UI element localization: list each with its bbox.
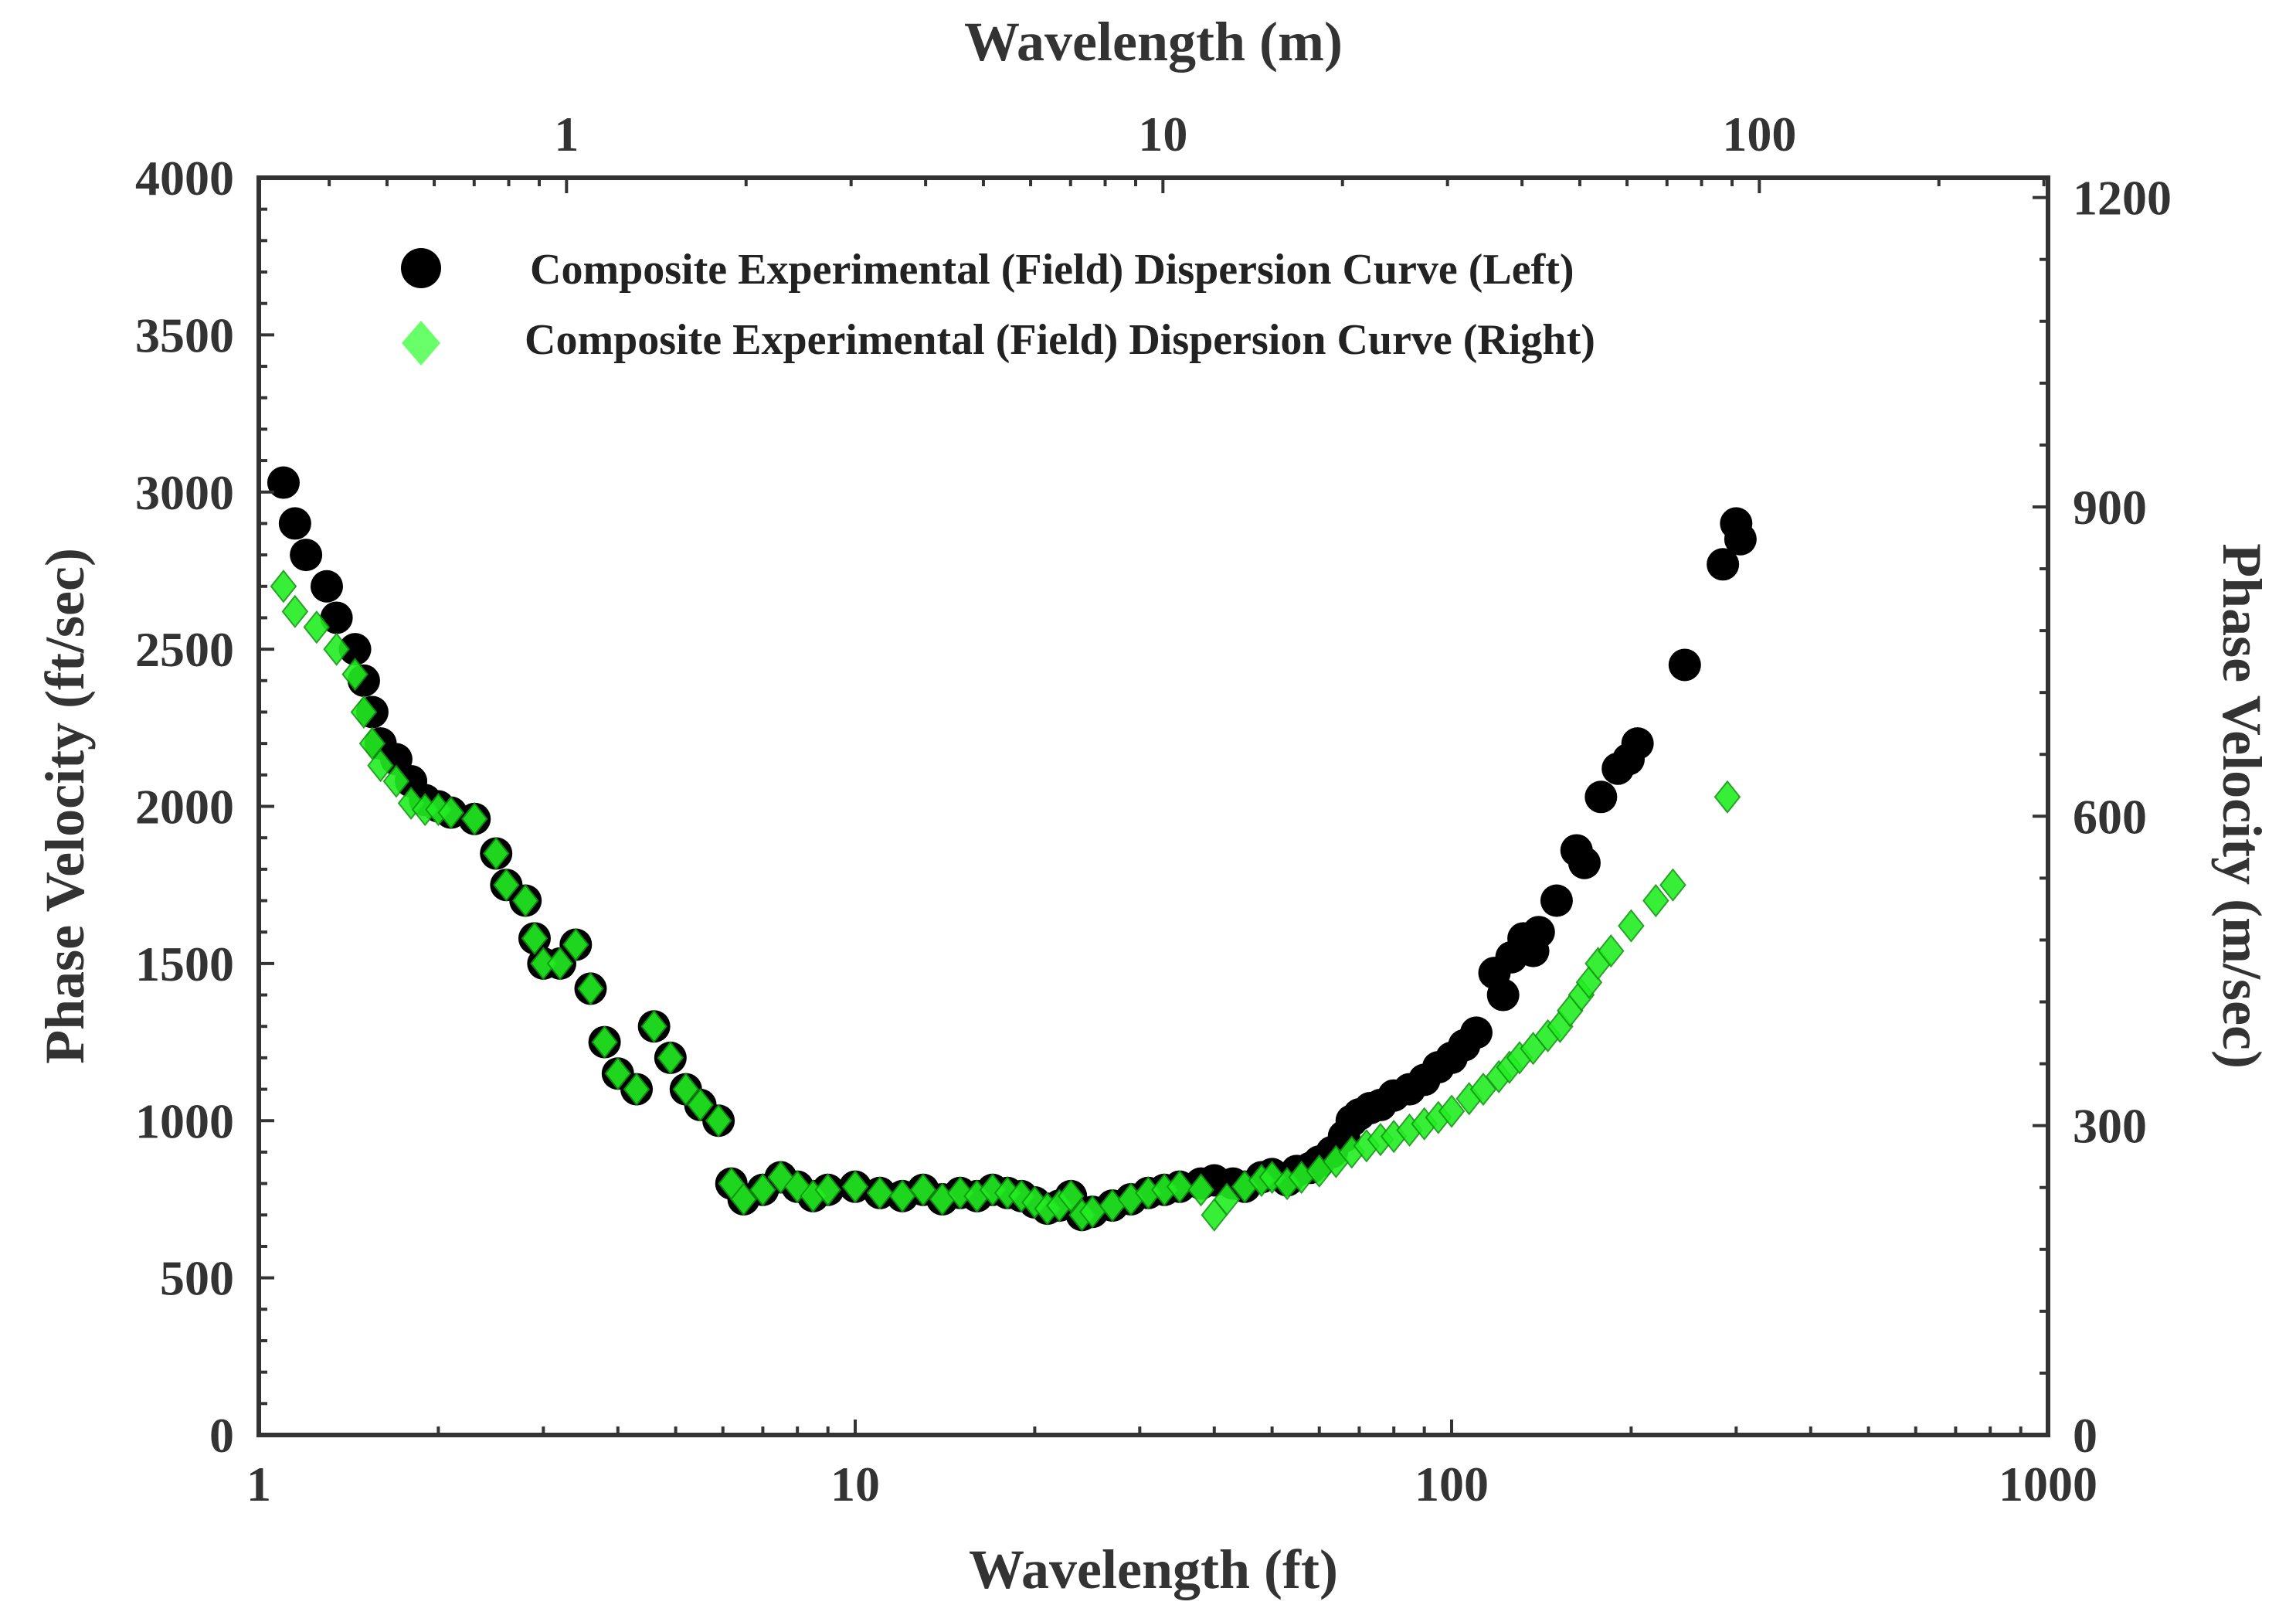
- y-tick-label-left: 4000: [135, 151, 234, 206]
- data-point-right: [1187, 1173, 1214, 1207]
- data-point-left: [1707, 548, 1740, 581]
- data-point-left: [1584, 780, 1618, 814]
- y-tick-label-left: 2500: [135, 622, 234, 677]
- data-point-right: [866, 1176, 894, 1210]
- data-point-right: [946, 1176, 974, 1210]
- data-point-right: [1166, 1170, 1194, 1204]
- data-point-left: [1540, 884, 1573, 917]
- x-tick-label-bottom: 1: [246, 1457, 271, 1511]
- data-point-left: [310, 570, 343, 603]
- data-point-left: [338, 633, 372, 666]
- data-point-right: [1642, 883, 1669, 918]
- legend-marker-left: [401, 248, 441, 288]
- data-point-right: [672, 1072, 700, 1107]
- data-point-right: [687, 1088, 714, 1122]
- data-point-right: [511, 883, 539, 918]
- data-point-left: [1724, 522, 1757, 556]
- data-point-right: [640, 1009, 667, 1043]
- data-point-left: [1668, 648, 1701, 682]
- x-axis-title-bottom: Wavelength (ft): [969, 1539, 1338, 1600]
- data-point-left: [1522, 916, 1555, 949]
- data-point-right: [367, 749, 394, 783]
- x-tick-label-bottom: 10: [830, 1457, 880, 1511]
- legend: Composite Experimental (Field) Dispersio…: [401, 246, 1595, 366]
- y-axis-title-right: Phase Velocity (m/sec): [2211, 543, 2273, 1069]
- data-point-right: [281, 594, 309, 628]
- x-tick-label-bottom: 100: [1415, 1457, 1489, 1511]
- data-point-right: [323, 632, 350, 666]
- data-point-right: [841, 1170, 869, 1204]
- data-point-left: [290, 539, 323, 572]
- data-point-right: [1714, 780, 1741, 814]
- x-tick-label-bottom: 1000: [1999, 1457, 2097, 1511]
- data-point-left: [267, 466, 300, 499]
- data-point-right: [303, 610, 331, 644]
- data-point-right: [460, 802, 488, 836]
- data-point-right: [521, 921, 549, 955]
- y-tick-label-right: 0: [2073, 1408, 2097, 1463]
- data-point-right: [1597, 934, 1625, 968]
- data-point-right: [546, 947, 574, 981]
- x-axis-title-top: Wavelength (m): [964, 11, 1343, 73]
- y-tick-label-right: 300: [2073, 1099, 2147, 1154]
- plot-frame: [256, 175, 2050, 1437]
- y-tick-label-left: 3500: [135, 308, 234, 362]
- data-point-right: [270, 570, 297, 604]
- data-point-left: [1486, 978, 1520, 1012]
- y-tick-label-left: 1000: [135, 1093, 234, 1148]
- data-point-left: [278, 507, 311, 540]
- data-point-right: [623, 1072, 650, 1107]
- data-point-right: [888, 1179, 916, 1213]
- data-point-right: [1438, 1094, 1466, 1128]
- y-tick-label-left: 0: [209, 1408, 234, 1463]
- data-point-left: [1459, 1016, 1493, 1049]
- y-tick-label-left: 500: [160, 1251, 234, 1306]
- data-point-right: [657, 1041, 684, 1075]
- data-point-right: [749, 1173, 776, 1207]
- series-layer: [267, 466, 1757, 1232]
- legend-marker-right: [402, 321, 440, 366]
- data-point-right: [604, 1056, 632, 1090]
- data-point-left: [1567, 846, 1601, 879]
- data-point-right: [577, 971, 604, 1006]
- legend-label-right: Composite Experimental (Field) Dispersio…: [525, 316, 1595, 364]
- data-point-right: [705, 1103, 732, 1137]
- data-point-right: [591, 1025, 618, 1059]
- data-point-right: [730, 1182, 757, 1216]
- legend-label-left: Composite Experimental (Field) Dispersio…: [530, 246, 1574, 294]
- ticks-layer: [257, 176, 2050, 1437]
- y-tick-label-left: 1500: [135, 937, 234, 991]
- y-tick-label-right: 600: [2073, 789, 2147, 844]
- data-point-right: [493, 868, 520, 902]
- data-point-right: [382, 764, 410, 798]
- data-point-right: [562, 927, 589, 962]
- data-point-right: [358, 726, 386, 760]
- data-point-right: [909, 1173, 937, 1207]
- x-tick-label-top: 10: [1138, 107, 1187, 162]
- data-point-right: [1213, 1182, 1241, 1216]
- y-tick-label-left: 3000: [135, 465, 234, 520]
- data-point-right: [1618, 909, 1645, 943]
- y-tick-label-left: 2000: [135, 780, 234, 835]
- data-point-right: [814, 1173, 841, 1207]
- data-point-right: [1659, 868, 1686, 902]
- data-point-right: [341, 658, 369, 692]
- y-tick-label-right: 900: [2073, 480, 2147, 535]
- y-axis-title-left: Phase Velocity (ft/sec): [34, 548, 96, 1064]
- x-tick-label-top: 1: [554, 107, 579, 162]
- data-point-right: [482, 836, 510, 871]
- y-tick-label-right: 1200: [2073, 171, 2172, 226]
- data-point-right: [437, 796, 465, 830]
- data-point-left: [1621, 727, 1654, 760]
- data-point-right: [350, 695, 378, 729]
- data-point-right: [1057, 1179, 1085, 1213]
- x-tick-label-top: 100: [1722, 107, 1796, 162]
